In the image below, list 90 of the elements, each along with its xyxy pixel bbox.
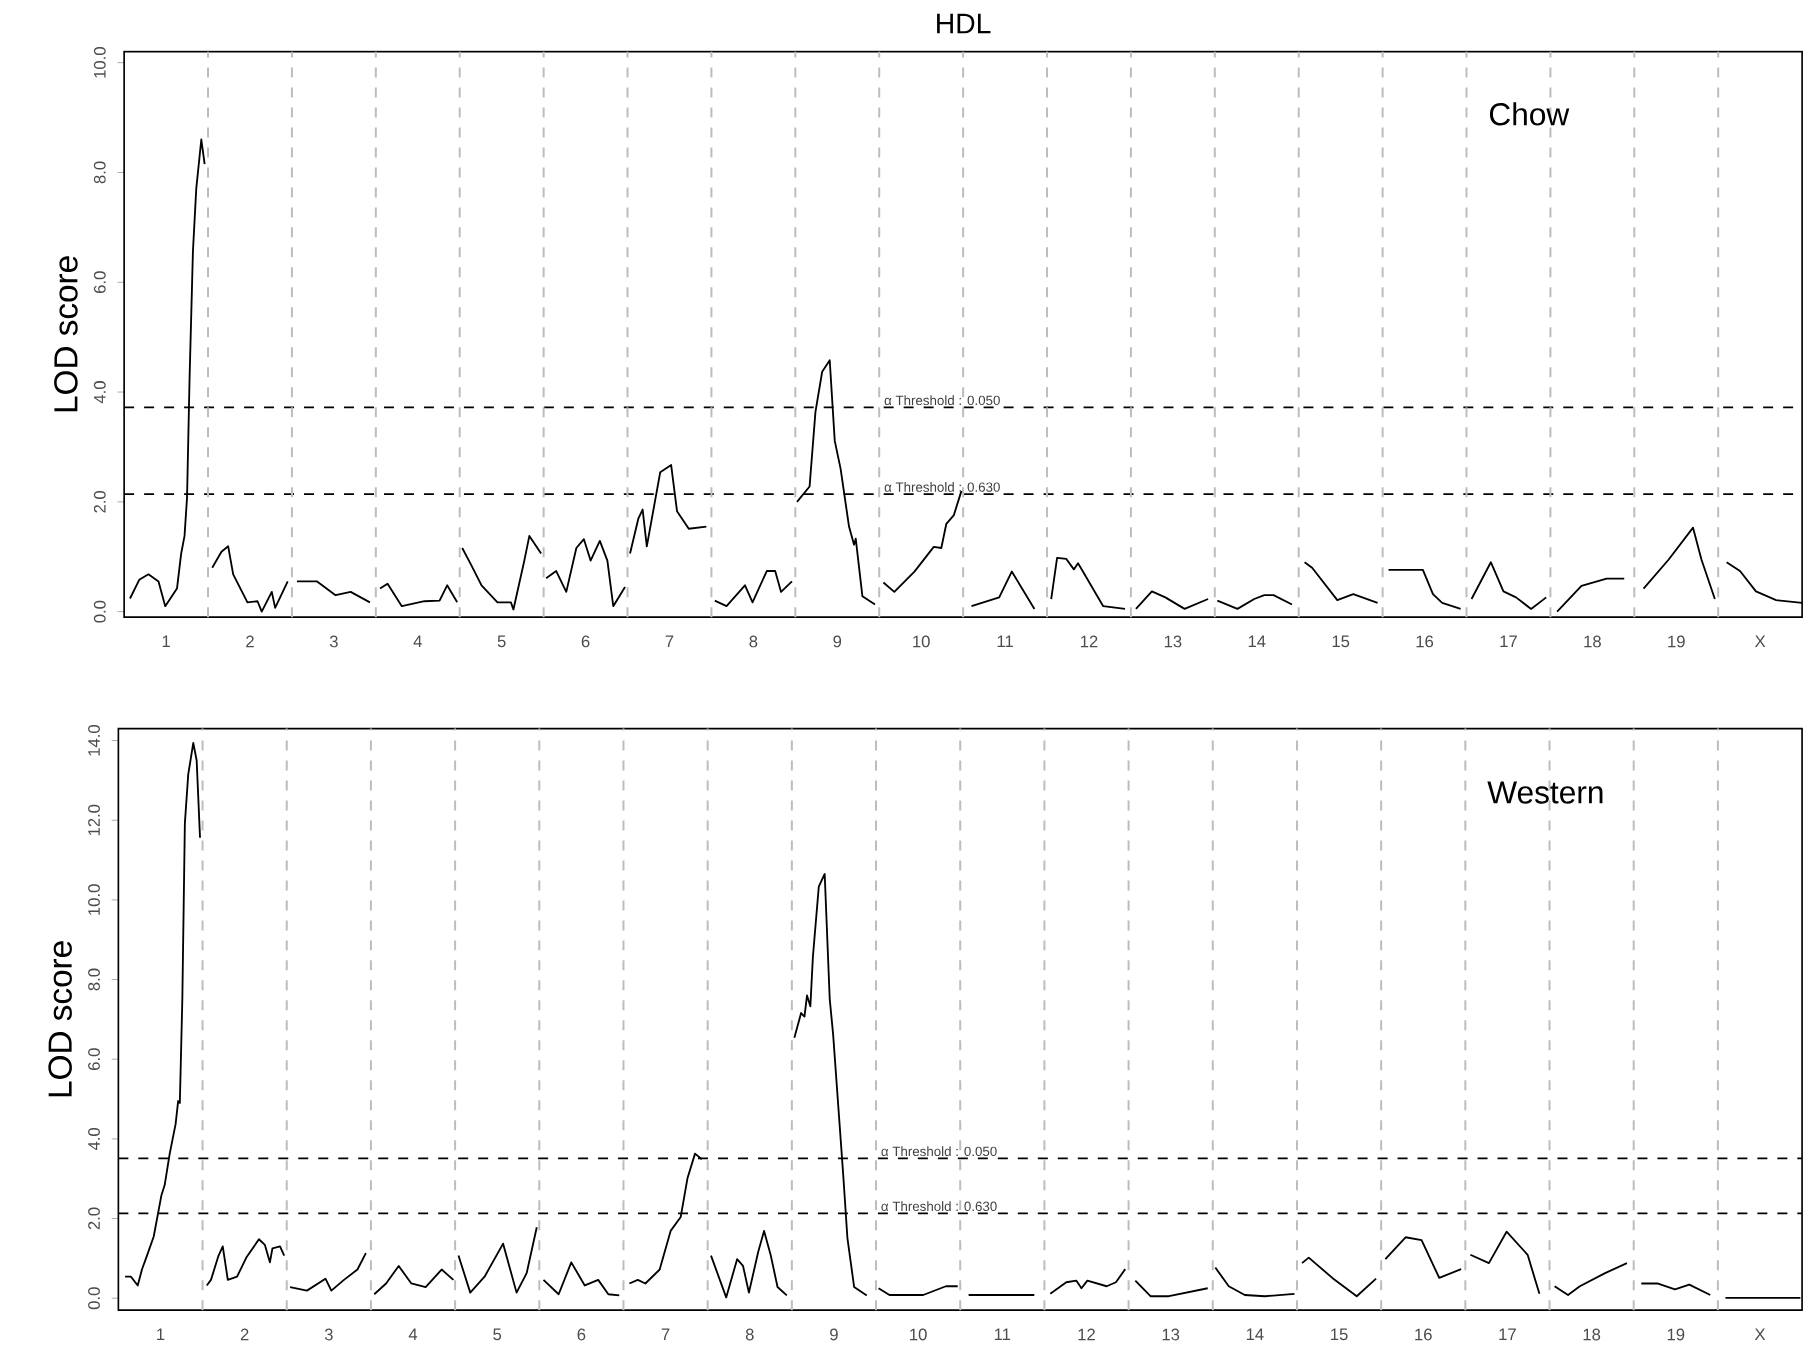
x-tick-label: 6	[577, 1328, 586, 1341]
y-tick-label: 2.0	[93, 490, 106, 513]
line-series	[970, 570, 1036, 610]
line-series	[1135, 590, 1210, 610]
line-series	[373, 1264, 455, 1295]
line-series	[1301, 1256, 1378, 1297]
line-series	[713, 569, 793, 607]
x-tick-label: X	[1754, 1328, 1766, 1340]
line-series	[1384, 1236, 1463, 1279]
x-tick-label: 10	[910, 1328, 927, 1341]
x-tick-label: 8	[745, 1328, 754, 1341]
x-tick-label: 9	[830, 1328, 838, 1341]
x-tick-label: 15	[1331, 1328, 1348, 1340]
line-series	[289, 1252, 367, 1292]
x-tick-label: 7	[665, 635, 674, 647]
line-series	[545, 538, 626, 607]
annotation: Western	[1487, 781, 1603, 804]
x-tick-label: 9	[833, 635, 842, 648]
line-series	[1470, 561, 1548, 610]
x-tick-label: 17	[1499, 1328, 1516, 1340]
line-series	[296, 580, 371, 604]
x-tick-label: 12	[1080, 635, 1098, 647]
line-series	[461, 534, 543, 611]
line-series	[1049, 1267, 1127, 1295]
x-tick-label: 1	[162, 635, 170, 647]
y-tick-label: 4.0	[93, 380, 106, 404]
x-tick-label: 3	[324, 1328, 333, 1341]
x-tick-label: 18	[1584, 635, 1601, 648]
x-tick-label: 5	[497, 635, 506, 647]
y-tick-label: 10.0	[88, 884, 100, 915]
x-tick-label: 13	[1162, 1328, 1180, 1341]
y-tick-label: 8.0	[88, 968, 100, 991]
x-tick-label: 8	[749, 635, 758, 648]
annotation: α Threshold : 0.630	[881, 1201, 997, 1211]
y-tick-label: 2.0	[88, 1207, 100, 1230]
x-tick-label: 16	[1415, 1328, 1432, 1341]
line-series	[1469, 1230, 1541, 1295]
annotation: α Threshold : 0.050	[884, 395, 1000, 405]
line-series	[710, 1229, 788, 1299]
line-series	[1642, 526, 1716, 600]
x-tick-label: 13	[1164, 635, 1182, 648]
line-series	[1640, 1282, 1712, 1296]
chart-title: HDL	[937, 13, 991, 34]
line-series	[211, 545, 289, 613]
y-tick-label: 8.0	[93, 161, 106, 184]
line-series	[379, 582, 459, 607]
x-tick-label: 3	[329, 635, 338, 648]
x-tick-label: 12	[1078, 1328, 1095, 1340]
x-tick-label: 4	[408, 1328, 418, 1340]
x-tick-label: 11	[997, 635, 1013, 647]
y-tick-label: 14.0	[88, 724, 100, 756]
line-series	[1214, 1266, 1296, 1297]
x-tick-label: 1	[157, 1328, 165, 1340]
x-tick-label: 2	[240, 1328, 249, 1340]
x-tick-label: 16	[1416, 635, 1434, 648]
line-series	[1050, 556, 1126, 610]
annotation: Chow	[1489, 102, 1570, 126]
x-tick-label: 17	[1500, 635, 1517, 647]
line-series	[542, 1261, 621, 1297]
line-series	[1216, 594, 1293, 610]
x-tick-label: X	[1754, 635, 1766, 647]
x-tick-label: 5	[493, 1328, 502, 1340]
line-series	[1303, 561, 1379, 604]
line-series	[457, 1226, 538, 1294]
y-axis-title: LOD score	[48, 941, 72, 1097]
line-series	[1387, 568, 1462, 610]
y-tick-label: 6.0	[88, 1048, 100, 1070]
x-tick-label: 14	[1248, 635, 1266, 647]
y-tick-label: 4.0	[88, 1127, 100, 1150]
y-axis-title: LOD score	[54, 256, 78, 412]
x-tick-label: 19	[1668, 635, 1685, 648]
y-tick-label: 10.0	[93, 46, 106, 78]
y-tick-label: 6.0	[93, 271, 106, 293]
y-tick-label: 0.0	[93, 600, 106, 623]
x-tick-label: 14	[1246, 1328, 1264, 1340]
annotation: α Threshold : 0.050	[881, 1146, 997, 1156]
annotation: α Threshold : 0.630	[884, 481, 1000, 492]
x-tick-label: 2	[246, 635, 254, 647]
line-series	[1553, 1261, 1628, 1296]
line-series	[205, 1238, 286, 1287]
x-tick-label: 4	[413, 635, 422, 647]
x-tick-label: 15	[1332, 635, 1350, 647]
x-tick-label: 18	[1583, 1328, 1601, 1341]
y-tick-label: 12.0	[88, 804, 100, 835]
x-tick-label: 11	[994, 1328, 1011, 1340]
x-tick-label: 7	[661, 1328, 670, 1340]
x-tick-label: 10	[913, 635, 930, 648]
y-tick-label: 0.0	[88, 1287, 100, 1309]
x-tick-label: 19	[1667, 1328, 1685, 1341]
x-tick-label: 6	[581, 635, 590, 648]
